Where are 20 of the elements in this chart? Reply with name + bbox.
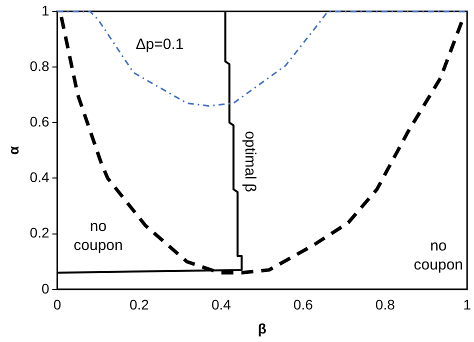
x-tick-label: 0.8: [375, 296, 396, 313]
y-tick-label: 0.2: [30, 224, 50, 241]
annotation: Δp=0.1: [136, 36, 184, 53]
annotation: no coupon: [74, 218, 123, 254]
y-tick-label: 0.4: [30, 169, 50, 186]
y-axis-title: α: [5, 146, 22, 155]
x-tick-label: 1: [463, 296, 472, 313]
x-tick-label: 0.6: [293, 296, 314, 313]
line-series: [56, 10, 468, 107]
x-tick-label: 0: [53, 296, 62, 313]
y-tick-label: 0: [41, 280, 50, 296]
x-tick-label: 0.4: [211, 296, 232, 313]
annotation: optimal β: [242, 130, 259, 192]
annotation: no coupon: [414, 238, 464, 274]
y-tick-label: 0.6: [30, 113, 50, 130]
y-tick-label: 0.8: [30, 58, 50, 74]
x-tick-label: 0.2: [129, 296, 150, 313]
y-tick-label: 1: [41, 2, 50, 18]
x-axis-title: β: [258, 320, 267, 336]
line-series: [60, 15, 465, 274]
